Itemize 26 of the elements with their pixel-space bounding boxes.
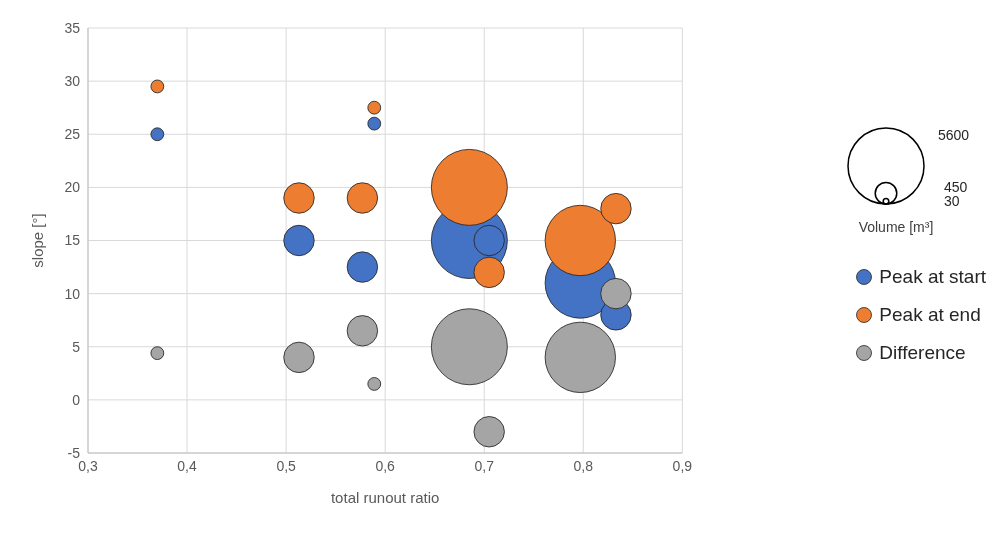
y-axis-title: slope [°] [29,213,47,268]
y-tick-label: 25 [64,126,81,143]
x-tick-label: 0,3 [78,457,98,474]
legend-label: 5600 [938,127,970,143]
y-tick-label: 35 [64,19,81,36]
y-tick-label: 5 [72,338,81,355]
x-tick-label: 0,4 [177,457,197,474]
legend-label: 30 [944,193,960,209]
x-tick-label: 0,7 [474,457,495,474]
x-tick-label: 0,6 [375,457,396,474]
legend-label: Difference [879,342,966,364]
x-tick-label: 0,9 [672,457,693,474]
y-tick-label: 15 [64,232,81,249]
legend-label: Peak at end [879,304,981,326]
x-axis-title: total runout ratio [330,489,440,506]
size-legend: 5600 450 30 Volume [m³] [838,118,998,248]
legend-label: 450 [944,179,968,195]
y-tick-label: 0 [72,391,81,408]
x-tick-label: 0,5 [276,457,297,474]
legend-label: Peak at start [879,266,986,288]
legend-title: Volume [m³] [858,219,934,235]
y-tick-label: 20 [64,179,81,196]
y-tick-label: -5 [67,444,81,461]
x-tick-label: 0,8 [573,457,594,474]
y-tick-label: 10 [64,285,81,302]
y-tick-label: 30 [64,73,81,90]
